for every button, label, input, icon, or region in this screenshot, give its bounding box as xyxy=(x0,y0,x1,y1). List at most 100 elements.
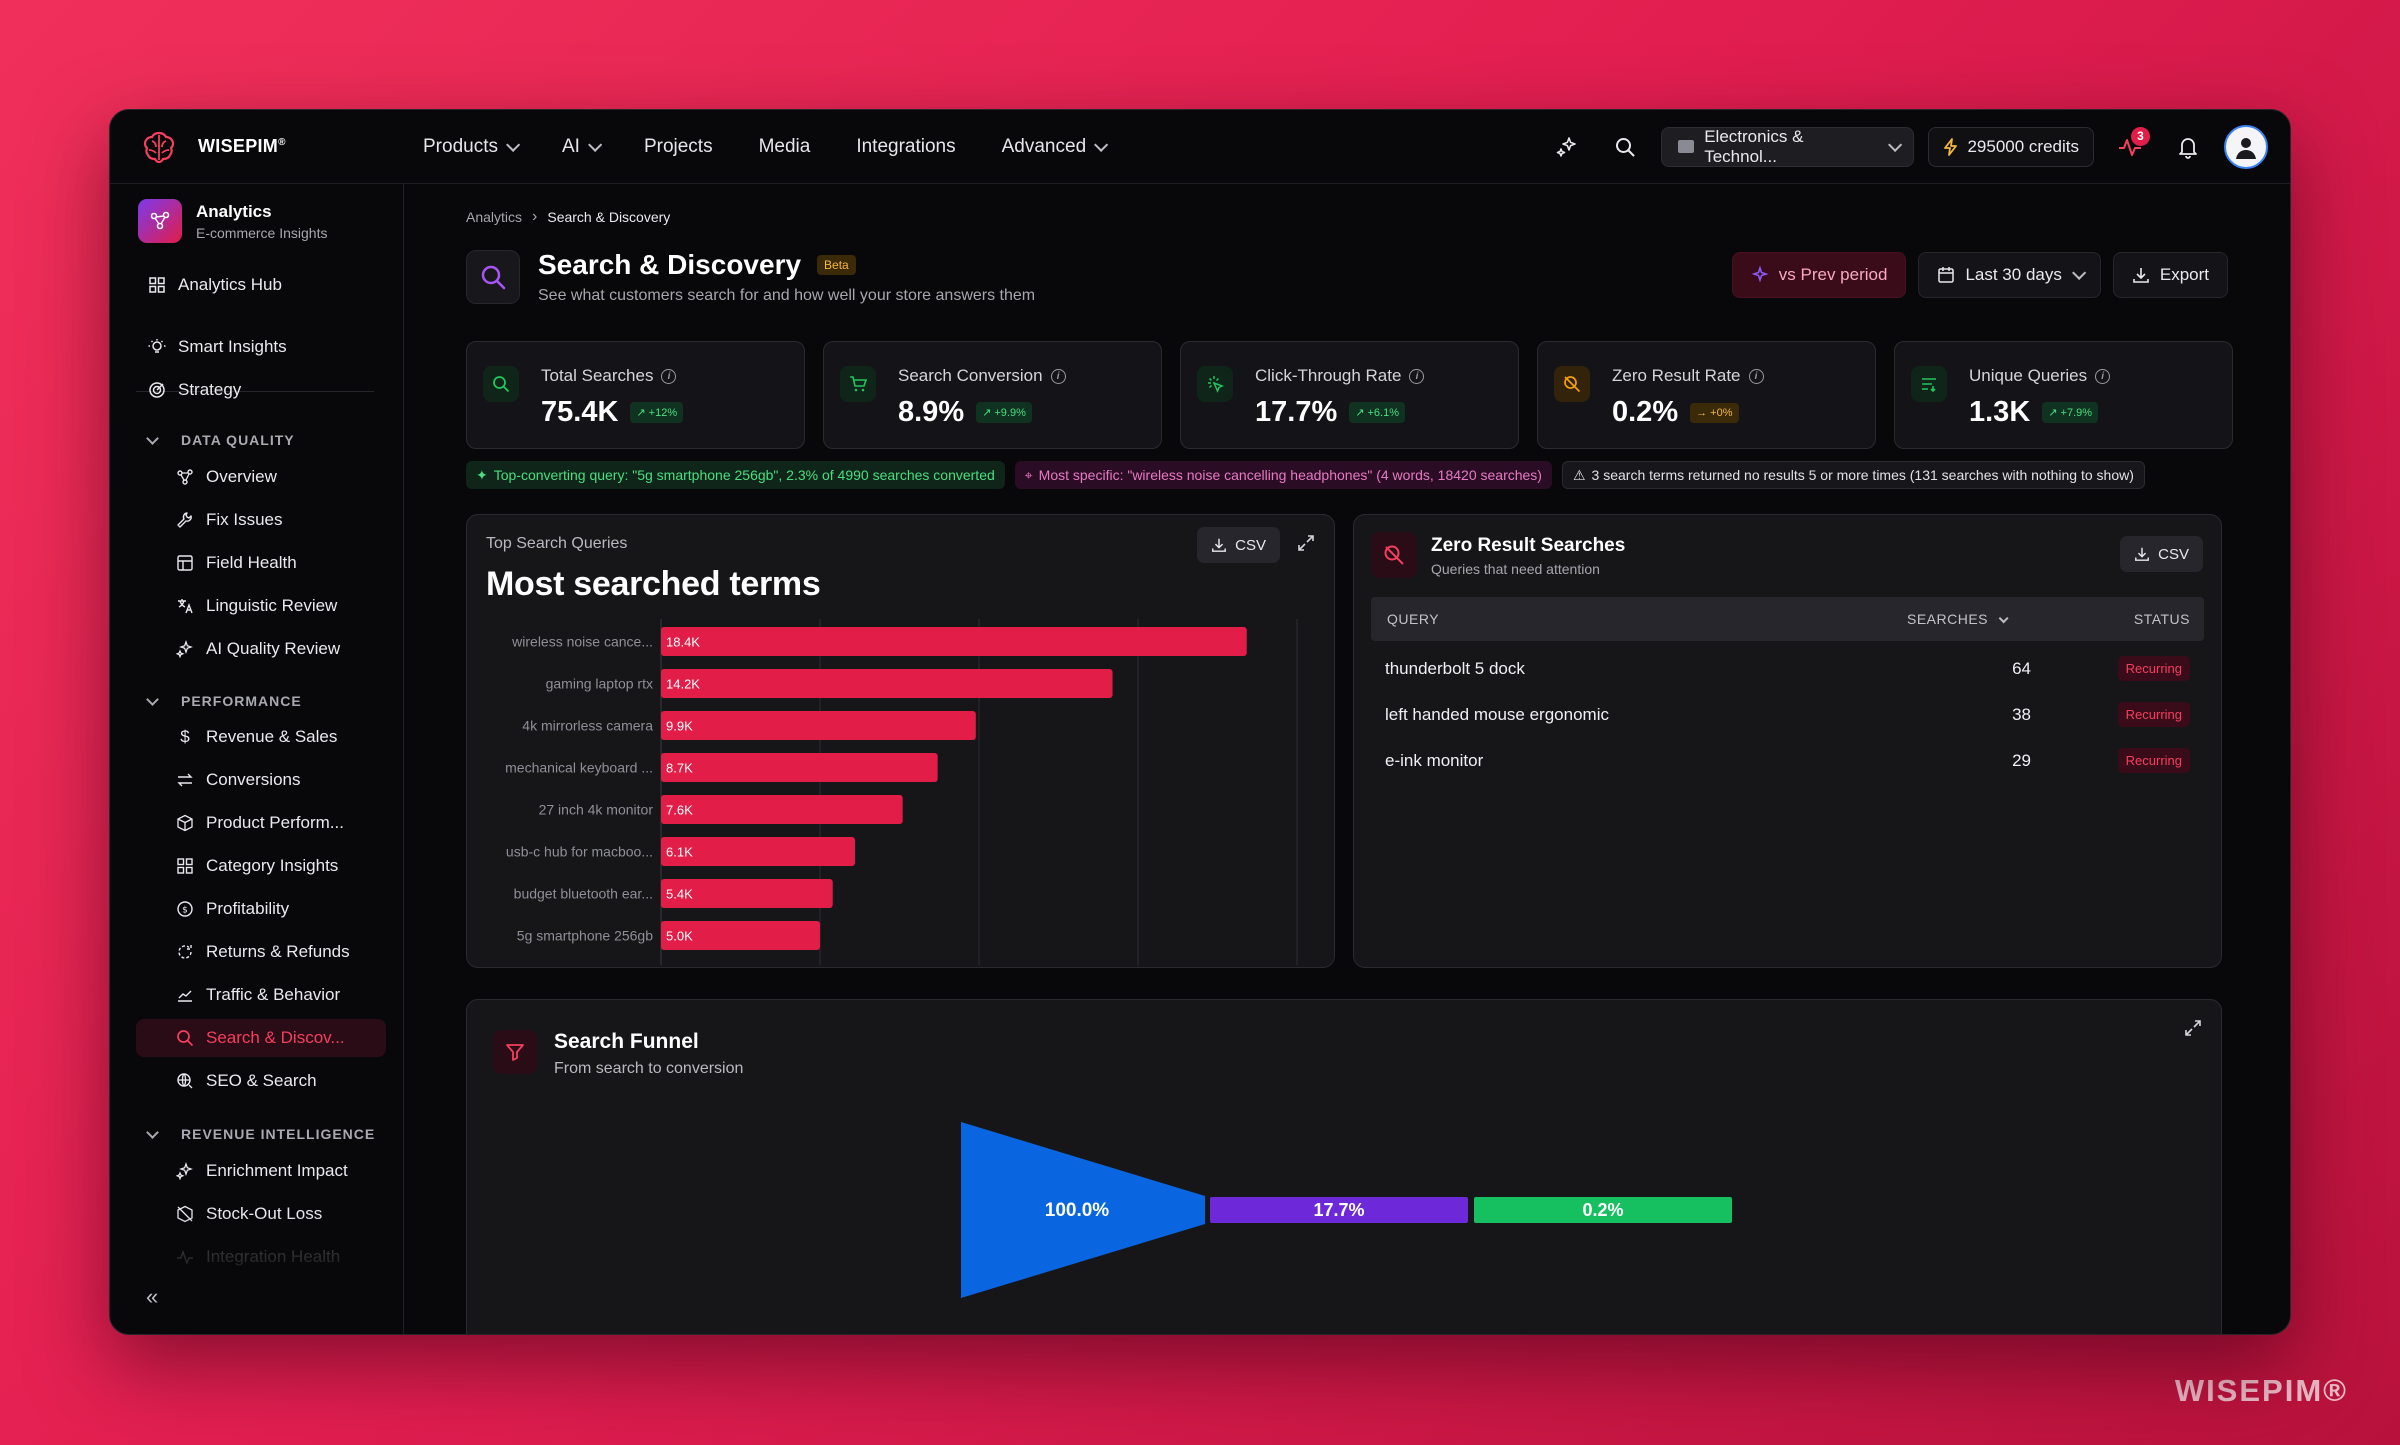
bar[interactable] xyxy=(661,711,976,740)
bar[interactable] xyxy=(661,627,1247,656)
bar[interactable] xyxy=(661,879,833,908)
nav-media[interactable]: Media xyxy=(758,135,811,157)
expand-icon[interactable] xyxy=(2183,1018,2203,1038)
search-button[interactable] xyxy=(1603,125,1647,169)
network-icon xyxy=(176,468,194,486)
nav-products[interactable]: Products xyxy=(423,136,521,158)
bar[interactable] xyxy=(661,837,855,866)
info-icon[interactable]: i xyxy=(1409,368,1425,384)
sidebar-item-ai-quality-review[interactable]: AI Quality Review xyxy=(136,630,386,668)
sidebar-title: Analytics xyxy=(196,201,272,221)
sidebar-item-linguistic-review[interactable]: Linguistic Review xyxy=(136,587,386,625)
bar[interactable] xyxy=(661,795,903,824)
table-row[interactable]: left handed mouse ergonomic 38 Recurring xyxy=(1371,692,2204,738)
category-label: budget bluetooth ear... xyxy=(514,886,653,902)
bar[interactable] xyxy=(661,669,1113,698)
nav-ai[interactable]: AI xyxy=(562,136,603,158)
sidebar-item-product-performance[interactable]: Product Perform... xyxy=(136,804,386,842)
notifications-button[interactable] xyxy=(2166,125,2210,169)
export-button[interactable]: Export xyxy=(2112,252,2228,298)
sidebar-item-analytics-hub[interactable]: Analytics Hub xyxy=(136,266,386,304)
kpi-delta: ↗ +7.9% xyxy=(2042,402,2099,423)
nav-projects[interactable]: Projects xyxy=(643,135,713,157)
sidebar-item-smart-insights[interactable]: Smart Insights xyxy=(136,328,386,366)
csv-download-button[interactable]: CSV xyxy=(2120,536,2203,572)
kpi-click-through-rate[interactable]: Click-Through Rate i 17.7% ↗ +6.1% xyxy=(1180,341,1519,449)
sidebar-item-profitability[interactable]: $ Profitability xyxy=(136,890,386,928)
kpi-delta: ↗ +9.9% xyxy=(976,402,1032,423)
column-query[interactable]: QUERY xyxy=(1387,611,1440,627)
credits-button[interactable]: 295000 credits xyxy=(1928,126,2094,167)
ai-sparkle-button[interactable] xyxy=(1545,125,1589,169)
sidebar-item-search-discovery[interactable]: Search & Discov... xyxy=(136,1019,386,1057)
sidebar-item-returns-refunds[interactable]: Returns & Refunds xyxy=(136,933,386,971)
date-range-button[interactable]: Last 30 days xyxy=(1918,252,2101,298)
sidebar-item-revenue-sales[interactable]: $ Revenue & Sales xyxy=(136,718,386,756)
kpi-unique-queries[interactable]: Unique Queries i 1.3K ↗ +7.9% xyxy=(1894,341,2233,449)
bar-value-label: 6.1K xyxy=(666,845,693,860)
info-icon[interactable]: i xyxy=(1748,368,1764,384)
insight-top-converting[interactable]: ✦ Top-converting query: "5g smartphone 25… xyxy=(466,461,1005,489)
sidebar-item-traffic-behavior[interactable]: Traffic & Behavior xyxy=(136,976,386,1014)
insight-most-specific[interactable]: ⌖ Most specific: "wireless noise cancelli… xyxy=(1014,461,1552,489)
kpi-search-conversion[interactable]: Search Conversion i 8.9% ↗ +9.9% xyxy=(823,341,1162,449)
brand[interactable]: WISEPIM® xyxy=(138,126,388,168)
search-off-icon xyxy=(1554,366,1590,402)
funnel-stage[interactable] xyxy=(1210,1197,1468,1223)
sidebar-item-conversions[interactable]: Conversions xyxy=(136,761,386,799)
category-label: 27 inch 4k monitor xyxy=(539,802,654,818)
activity-button[interactable]: 3 xyxy=(2108,125,2152,169)
kpi-delta: ↗ +12% xyxy=(630,402,684,423)
sidebar-item-integration-health[interactable]: Integration Health xyxy=(136,1238,386,1276)
category-label: usb-c hub for macboo... xyxy=(506,844,653,860)
table-row[interactable]: thunderbolt 5 dock 64 Recurring xyxy=(1371,646,2204,692)
kpi-total-searches[interactable]: Total Searches i 75.4K ↗ +12% xyxy=(466,341,805,449)
grid-icon xyxy=(176,857,194,875)
sidebar-item-stock-out-loss[interactable]: Stock-Out Loss xyxy=(136,1195,386,1233)
category-label: gaming laptop rtx xyxy=(546,676,653,692)
bar-value-label: 14.2K xyxy=(666,677,700,692)
search-off-icon xyxy=(1371,532,1417,578)
nav-integrations[interactable]: Integrations xyxy=(856,135,956,157)
bar[interactable] xyxy=(661,921,820,950)
funnel-stage[interactable] xyxy=(1474,1197,1732,1223)
sidebar-item-category-insights[interactable]: Category Insights xyxy=(136,847,386,885)
insight-zero-warning[interactable]: ⚠ 3 search terms returned no results 5 or… xyxy=(1561,461,2145,489)
section-performance[interactable]: PERFORMANCE xyxy=(136,691,302,711)
sidebar-item-seo-search[interactable]: SEO & Search xyxy=(136,1062,386,1100)
info-icon[interactable]: i xyxy=(2095,368,2111,384)
sidebar-item-overview[interactable]: Overview xyxy=(136,458,386,496)
column-searches[interactable]: SEARCHES xyxy=(1907,611,2009,627)
info-icon[interactable]: i xyxy=(1050,368,1066,384)
section-data-quality[interactable]: DATA QUALITY xyxy=(136,430,295,450)
csv-download-button[interactable]: CSV xyxy=(1197,527,1280,563)
breadcrumb-analytics[interactable]: Analytics xyxy=(466,209,523,225)
section-revenue-intelligence[interactable]: REVENUE INTELLIGENCE xyxy=(136,1124,375,1144)
column-status[interactable]: STATUS xyxy=(2133,611,2190,627)
sidebar-item-fix-issues[interactable]: Fix Issues xyxy=(136,501,386,539)
funnel-stage-label: 0.2% xyxy=(1582,1200,1623,1220)
sidebar-item-strategy[interactable]: Strategy xyxy=(136,371,386,409)
expand-icon[interactable] xyxy=(1296,533,1316,553)
funnel-stage-label: 100.0% xyxy=(1045,1200,1110,1221)
breadcrumb: Analytics › Search & Discovery xyxy=(466,208,670,226)
user-avatar[interactable] xyxy=(2224,124,2268,169)
kpi-zero-result-rate[interactable]: Zero Result Rate i 0.2% → +0% xyxy=(1537,341,1876,449)
table-row[interactable]: e-ink monitor 29 Recurring xyxy=(1371,738,2204,784)
panel-title: Search Funnel xyxy=(554,1030,699,1053)
sidebar-item-enrichment-impact[interactable]: Enrichment Impact xyxy=(136,1152,386,1190)
funnel-stage[interactable] xyxy=(961,1122,1205,1298)
sidebar-header[interactable]: Analytics E-commerce Insights xyxy=(138,199,403,243)
nav-advanced[interactable]: Advanced xyxy=(1002,136,1109,158)
translate-icon xyxy=(176,597,194,615)
chevron-down-icon xyxy=(1094,137,1109,152)
collapse-sidebar-button[interactable]: « xyxy=(146,1284,159,1309)
bar[interactable] xyxy=(661,753,938,782)
sidebar-item-field-health[interactable]: Field Health xyxy=(136,544,386,582)
workspace-selector[interactable]: Electronics & Technol... xyxy=(1661,126,1915,167)
info-icon[interactable]: i xyxy=(661,368,677,384)
folder-icon xyxy=(1678,140,1695,153)
compare-prev-period-button[interactable]: vs Prev period xyxy=(1731,252,1907,298)
download-icon xyxy=(2133,268,2149,283)
kpi-delta: ↗ +6.1% xyxy=(1349,402,1406,423)
